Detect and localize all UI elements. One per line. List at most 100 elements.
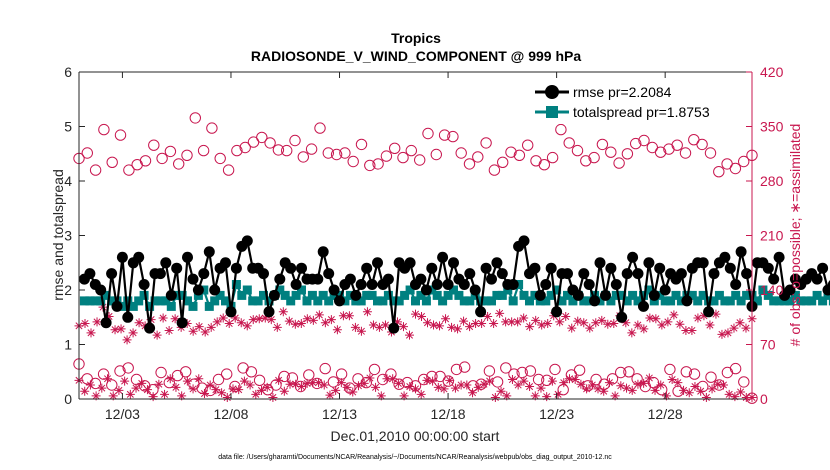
possible-obs-marker xyxy=(212,373,225,386)
assimilated-obs-marker xyxy=(336,378,346,388)
spread-point xyxy=(818,296,828,306)
assimilated-obs-marker xyxy=(97,383,107,393)
spread-point xyxy=(389,296,399,306)
possible-obs-marker xyxy=(729,362,742,375)
spread-point xyxy=(497,290,507,300)
rmse-point xyxy=(95,284,107,296)
rmse-point xyxy=(171,262,183,274)
rmse-point xyxy=(589,295,601,307)
assimilated-obs-marker xyxy=(553,389,563,399)
possible-obs-marker xyxy=(281,144,293,157)
y-tick-label-right: 70 xyxy=(760,337,776,353)
spread-point xyxy=(611,290,621,300)
assimilated-obs-marker xyxy=(182,376,192,386)
rmse-point xyxy=(697,257,709,269)
rmse-point xyxy=(448,257,459,269)
assimilated-obs-marker xyxy=(519,313,529,323)
possible-obs-marker xyxy=(272,144,285,156)
possible-obs-marker xyxy=(344,382,356,394)
possible-obs-marker xyxy=(588,151,600,164)
spread-point xyxy=(774,296,784,306)
spread-point xyxy=(134,296,144,306)
assimilated-obs-marker xyxy=(92,317,102,327)
spread-point xyxy=(525,296,534,306)
assimilated-obs-marker xyxy=(479,379,489,389)
rmse-point xyxy=(355,279,367,290)
rmse-point xyxy=(578,268,590,280)
spread-point xyxy=(492,290,502,300)
assimilated-obs-marker xyxy=(579,318,589,328)
possible-obs-marker xyxy=(270,379,282,391)
assimilated-obs-marker xyxy=(573,316,583,326)
assimilated-obs-marker xyxy=(260,313,270,323)
y-tick-label-left: 0 xyxy=(64,391,72,407)
spread-point xyxy=(139,290,149,300)
possible-obs-marker xyxy=(339,147,351,159)
possible-obs-marker xyxy=(438,129,451,141)
chart-title: Tropics xyxy=(391,30,441,46)
possible-obs-marker xyxy=(380,150,393,162)
possible-obs-marker xyxy=(573,364,586,376)
spread-point xyxy=(204,301,214,311)
possible-obs-marker xyxy=(106,156,118,169)
possible-obs-marker xyxy=(222,164,235,176)
assimilated-obs-marker xyxy=(673,378,683,388)
possible-obs-marker xyxy=(231,144,243,157)
possible-obs-marker xyxy=(286,372,299,384)
assimilated-obs-marker xyxy=(104,311,114,321)
possible-obs-marker xyxy=(688,368,701,380)
spread-point xyxy=(714,290,724,300)
legend-spread-label: totalspread pr=1.8753 xyxy=(573,104,710,120)
y-tick-label-left: 5 xyxy=(64,119,72,135)
spread-point xyxy=(487,296,496,306)
rmse-point xyxy=(545,262,557,274)
x-tick-label: 12/03 xyxy=(105,406,140,422)
spread-point xyxy=(253,296,263,306)
assimilated-obs-marker xyxy=(531,315,541,325)
possible-obs-marker xyxy=(596,138,609,151)
possible-obs-marker xyxy=(422,127,434,140)
assimilated-obs-marker xyxy=(591,318,601,328)
rmse-point xyxy=(654,262,666,274)
assimilated-obs-marker xyxy=(338,311,348,321)
possible-obs-marker xyxy=(355,138,368,151)
rmse-point xyxy=(632,268,644,280)
assimilated-obs-marker xyxy=(284,316,294,326)
rmse-point xyxy=(643,257,655,269)
spread-point xyxy=(454,290,464,300)
assimilated-obs-marker xyxy=(239,376,249,386)
assimilated-obs-marker xyxy=(564,374,574,384)
assimilated-obs-marker xyxy=(570,375,580,385)
assimilated-obs-marker xyxy=(616,381,626,391)
x-tick-label: 12/13 xyxy=(322,406,357,422)
spread-point xyxy=(666,296,676,306)
possible-obs-marker xyxy=(497,156,509,169)
assimilated-obs-marker xyxy=(656,380,666,390)
spread-point xyxy=(465,296,475,306)
rmse-point xyxy=(675,268,687,280)
assimilated-obs-marker xyxy=(459,316,469,326)
spread-point xyxy=(166,301,176,311)
spread-point xyxy=(373,296,382,306)
assimilated-obs-marker xyxy=(645,313,655,323)
spread-point xyxy=(725,296,735,306)
rmse-point xyxy=(198,268,210,280)
rmse-point xyxy=(203,246,215,258)
possible-obs-marker xyxy=(164,145,177,158)
rmse-point xyxy=(583,279,595,290)
assimilated-obs-marker xyxy=(513,380,523,390)
spread-point xyxy=(709,296,719,306)
rmse-point xyxy=(328,284,340,296)
spread-point xyxy=(356,296,366,306)
possible-obs-marker xyxy=(173,158,185,170)
rmse-point xyxy=(323,268,335,280)
spread-point xyxy=(145,301,155,311)
assimilated-obs-marker xyxy=(657,320,667,330)
spread-point xyxy=(400,290,410,300)
assimilated-obs-marker xyxy=(359,378,369,388)
rmse-point xyxy=(572,289,584,301)
assimilated-obs-marker xyxy=(212,317,222,327)
assimilated-obs-marker xyxy=(257,385,267,395)
possible-obs-marker xyxy=(289,134,301,147)
